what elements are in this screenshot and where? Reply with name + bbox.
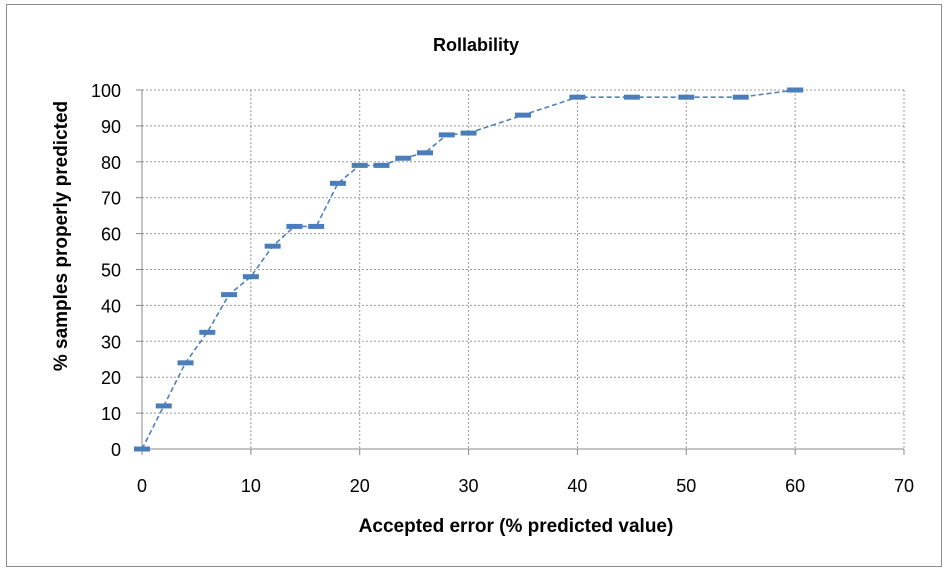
data-point	[177, 360, 194, 366]
x-tick-label: 40	[567, 476, 587, 496]
data-point	[678, 94, 695, 100]
x-tick-label: 20	[350, 476, 370, 496]
data-point	[460, 130, 477, 136]
data-point	[417, 150, 434, 156]
y-tick-label: 40	[101, 296, 121, 316]
y-tick-label: 70	[101, 189, 121, 209]
y-tick-label: 100	[91, 81, 121, 101]
y-tick-label: 60	[101, 225, 121, 245]
data-point	[308, 223, 325, 229]
data-point	[199, 329, 216, 335]
series-line	[141, 89, 796, 450]
chart-title: Rollability	[433, 35, 519, 55]
data-point	[569, 94, 586, 100]
x-tick-label: 0	[137, 476, 147, 496]
y-tick-label: 80	[101, 153, 121, 173]
y-tick-label: 30	[101, 332, 121, 352]
x-tick-label: 10	[241, 476, 261, 496]
y-axis-label: % samples properly predicted	[51, 101, 72, 371]
x-tick-label: 60	[785, 476, 805, 496]
data-point	[515, 112, 531, 118]
data-point	[134, 446, 150, 452]
data-point	[329, 180, 346, 186]
tick-labels: 0 10 20 30 40 50 60 70 80 90 100 0 10 20 30 40 50 60 70	[91, 81, 914, 496]
data-point	[155, 403, 172, 409]
grid-lines	[136, 89, 905, 455]
y-tick-label: 50	[101, 261, 121, 281]
data-point	[395, 155, 412, 161]
y-tick-label: 20	[101, 368, 121, 388]
x-tick-label: 30	[459, 476, 479, 496]
x-tick-label: 70	[894, 476, 914, 496]
data-point	[242, 274, 259, 280]
y-tick-label: 90	[101, 117, 121, 137]
y-tick-label: 0	[111, 440, 121, 460]
data-point	[732, 94, 749, 100]
x-tick-label: 50	[676, 476, 696, 496]
data-point	[438, 132, 455, 138]
data-point	[351, 162, 368, 168]
y-tick-label: 10	[101, 404, 121, 424]
data-point	[264, 243, 281, 249]
data-point	[623, 94, 640, 100]
data-point	[221, 292, 238, 298]
data-point	[373, 162, 390, 168]
data-point	[787, 87, 804, 93]
x-axis-label: Accepted error (% predicted value)	[359, 516, 674, 537]
plot-area	[134, 87, 804, 452]
data-point	[286, 223, 303, 229]
chart-frame	[6, 4, 942, 567]
